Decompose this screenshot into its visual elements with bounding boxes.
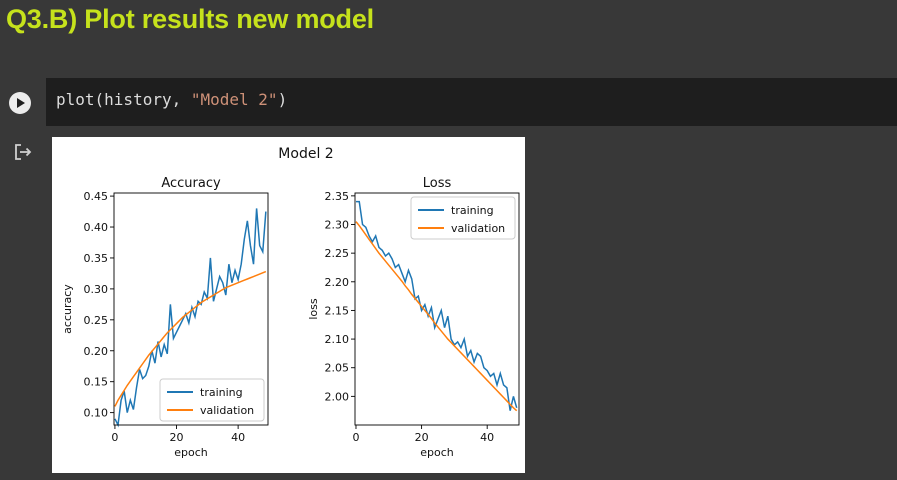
accuracy-ytick-label: 0.15 [84,376,109,389]
play-icon [17,98,25,108]
output-figure: Model 2 0 20 40 0.10 0.15 0.20 0.25 0.30 0.35 0.4… [52,137,525,473]
code-suffix: ) [277,90,288,109]
loss-chart-title: Loss [423,176,452,191]
code-line: plot(history, "Model 2") [56,90,287,109]
accuracy-legend-label-validation: validation [200,404,254,417]
loss-xtick-label: 40 [480,431,494,444]
section-heading: Q3.B) Plot results new model [6,4,374,34]
loss-xtick-label: 20 [415,431,429,444]
loss-y-axis-label: loss [307,298,320,320]
loss-legend-label-training: training [451,204,494,217]
accuracy-xtick-label: 40 [231,431,245,444]
loss-ytick-label: 2.05 [325,362,350,375]
accuracy-ytick-label: 0.25 [84,314,109,327]
code-prefix: plot(history, [56,90,191,109]
loss-xtick-label: 0 [352,431,359,444]
loss-legend-label-validation: validation [451,222,505,235]
loss-ytick-label: 2.15 [325,304,350,317]
accuracy-legend: training validation [159,378,265,422]
accuracy-ytick-label: 0.30 [84,283,109,296]
accuracy-ytick-label: 0.20 [84,345,109,358]
loss-training-line [355,200,518,411]
accuracy-ytick-label: 0.40 [84,221,109,234]
accuracy-ytick-label: 0.10 [84,407,109,420]
accuracy-x-axis-label: epoch [174,446,208,459]
accuracy-ytick-label: 0.35 [84,252,109,265]
code-cell[interactable]: plot(history, "Model 2") [0,78,897,126]
figure-canvas: Model 2 0 20 40 0.10 0.15 0.20 0.25 0.30 0.35 0.4… [61,146,520,459]
accuracy-axes-frame [113,192,269,426]
accuracy-subplot: 0 20 40 0.10 0.15 0.20 0.25 0.30 0.35 0.40 0.45 Acc… [61,176,269,459]
accuracy-chart-title: Accuracy [161,176,221,191]
accuracy-y-axis-label: accuracy [61,284,74,334]
loss-ytick-label: 2.25 [325,247,350,260]
figure-title: Model 2 [278,146,333,162]
loss-axes-frame [354,192,520,426]
accuracy-validation-line [114,270,267,407]
loss-ytick-label: 2.30 [325,219,350,232]
code-string-literal: "Model 2" [190,90,278,109]
run-cell-button[interactable] [9,92,31,114]
loss-ytick-label: 2.00 [325,390,350,403]
accuracy-ytick-label: 0.45 [84,190,109,203]
accuracy-training-line [114,208,267,428]
loss-legend: training validation [410,196,516,240]
loss-subplot: 0 20 40 2.00 2.05 2.10 2.15 2.20 2.25 2.30 2.35 Los… [307,176,520,459]
loss-x-axis-label: epoch [420,446,454,459]
accuracy-xtick-label: 20 [170,431,184,444]
accuracy-xtick-label: 0 [111,431,118,444]
code-editor[interactable]: plot(history, "Model 2") [46,78,897,126]
accuracy-legend-label-training: training [200,386,243,399]
loss-ytick-label: 2.20 [325,276,350,289]
run-gutter [0,78,46,126]
output-arrow-icon[interactable] [13,143,35,161]
loss-ytick-label: 2.35 [325,190,350,203]
loss-validation-line [355,221,518,412]
loss-ytick-label: 2.10 [325,333,350,346]
